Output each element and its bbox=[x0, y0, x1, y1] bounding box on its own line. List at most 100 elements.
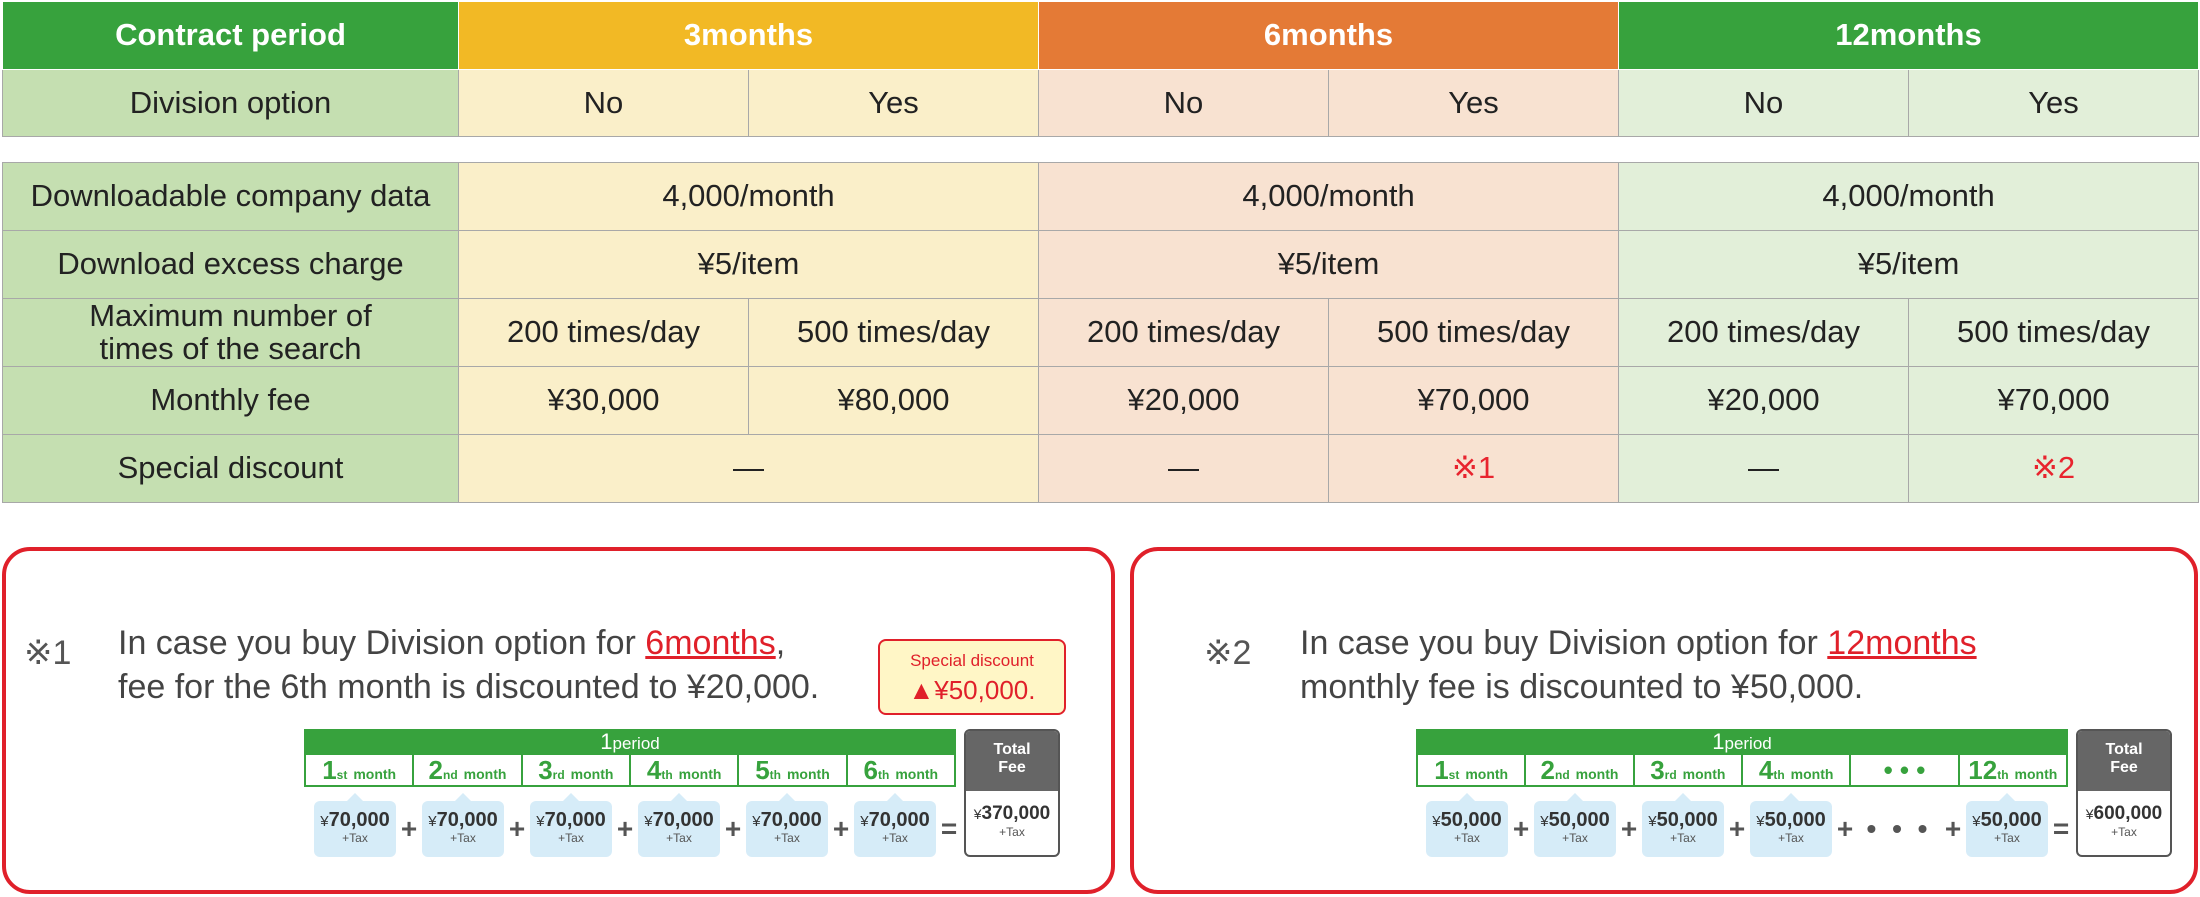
fee-amount: ¥50,000 bbox=[1966, 809, 2048, 832]
equals-sign: = bbox=[940, 813, 958, 844]
yen-sign: ¥ bbox=[644, 813, 653, 830]
plan-details-table: Downloadable company data 4,000/month 4,… bbox=[2, 162, 2200, 503]
row-label: Maximum number of times of the search bbox=[2, 297, 459, 367]
table-cell: ¥5/item bbox=[457, 230, 1040, 299]
total-fee-amount: ¥370,000 bbox=[966, 803, 1058, 825]
yen-sign: ¥ bbox=[428, 813, 437, 830]
tax-label: +Tax bbox=[450, 831, 476, 845]
month-suffix: st bbox=[1448, 768, 1460, 782]
monthly-fee-box: ¥50,000 +Tax bbox=[1966, 793, 2048, 857]
total-fee-box: Total Fee ¥600,000 +Tax bbox=[2076, 729, 2172, 857]
month-number: 2 bbox=[1540, 755, 1555, 785]
table-cell: ¥70,000 bbox=[1328, 366, 1620, 435]
monthly-fee-box: ¥70,000 +Tax bbox=[422, 793, 504, 857]
tax-label: +Tax bbox=[1670, 831, 1696, 845]
total-fee-label: Total Fee bbox=[966, 731, 1058, 791]
plus-sign: + bbox=[1620, 813, 1638, 844]
monthly-fee-box: ¥70,000 +Tax bbox=[638, 793, 720, 857]
month-suffix: rd bbox=[1664, 768, 1677, 782]
row-label-line: Maximum number of bbox=[89, 297, 372, 333]
row-label: Special discount bbox=[2, 434, 459, 503]
badge-title: Special discount bbox=[910, 651, 1034, 670]
month-suffix: th bbox=[769, 768, 781, 782]
monthly-fee-box: ¥70,000 +Tax bbox=[314, 793, 396, 857]
table-row: Special discount — — ※1 — ※2 bbox=[2, 434, 2200, 503]
note-text: In case you buy Division option for 12mo… bbox=[1300, 621, 1977, 709]
table-cell: ¥5/item bbox=[1618, 230, 2200, 299]
plus-sign: + bbox=[1512, 813, 1530, 844]
month-word: month bbox=[570, 766, 614, 782]
yen-sign: ¥ bbox=[1972, 813, 1981, 830]
month-word: month bbox=[353, 766, 397, 782]
monthly-fee-box: ¥50,000 +Tax bbox=[1534, 793, 1616, 857]
note-text-part: , bbox=[775, 624, 786, 662]
month-number: 12 bbox=[1968, 755, 1998, 785]
period-number: 1 bbox=[600, 729, 613, 754]
month-word: month bbox=[1575, 766, 1619, 782]
table-cell: — bbox=[1038, 434, 1330, 503]
table-cell: 200 times/day bbox=[1618, 298, 1910, 367]
tax-label: +Tax bbox=[1562, 831, 1588, 845]
month-word: month bbox=[1682, 766, 1726, 782]
note-highlight: 12months bbox=[1827, 624, 1977, 662]
month-suffix: th bbox=[877, 768, 890, 782]
fee-value: 70,000 bbox=[868, 809, 930, 831]
table-cell: ¥80,000 bbox=[747, 366, 1040, 435]
fee-value: 70,000 bbox=[328, 809, 390, 831]
table-cell: ¥20,000 bbox=[1038, 366, 1330, 435]
month-suffix: nd bbox=[1555, 768, 1570, 782]
table-cell: 4,000/month bbox=[1618, 162, 2200, 231]
tax-label: +Tax bbox=[1454, 831, 1480, 845]
row-label: Downloadable company data bbox=[2, 162, 459, 231]
month-number: 2 bbox=[428, 755, 443, 785]
month-number: 1 bbox=[1434, 755, 1449, 785]
fee-values-row: ¥70,000 +Tax + ¥70,000 +Tax + ¥70,000 +Tax + ¥70,… bbox=[314, 793, 962, 859]
fee-amount: ¥70,000 bbox=[422, 809, 504, 832]
note-line: fee for the 6th month is discounted to ¥… bbox=[118, 668, 820, 706]
tax-label: +Tax bbox=[558, 831, 584, 845]
month-number: 5 bbox=[755, 755, 770, 785]
month-suffix: rd bbox=[552, 768, 565, 782]
monthly-fee-box: ¥50,000 +Tax bbox=[1642, 793, 1724, 857]
note-6months-box: ※1 In case you buy Division option for 6… bbox=[2, 547, 1115, 894]
fee-amount: ¥50,000 bbox=[1750, 809, 1832, 832]
table-cell: 500 times/day bbox=[1328, 298, 1620, 367]
month-word: month bbox=[2014, 766, 2058, 782]
note-line: monthly fee is discounted to ¥50,000. bbox=[1300, 668, 1864, 706]
month-word: month bbox=[1790, 766, 1834, 782]
monthly-fee-box: ¥70,000 +Tax bbox=[854, 793, 936, 857]
yen-sign: ¥ bbox=[2085, 806, 2094, 822]
discount-note-ref: ※2 bbox=[1908, 434, 2200, 503]
monthly-fee-box: ¥70,000 +Tax bbox=[746, 793, 828, 857]
division-option-cell: No bbox=[458, 69, 749, 137]
period-word: period bbox=[612, 734, 660, 753]
tax-label: +Tax bbox=[999, 825, 1025, 839]
plus-sign: + bbox=[724, 813, 742, 844]
fee-amount: ¥50,000 bbox=[1642, 809, 1724, 832]
fee-value: 70,000 bbox=[760, 809, 822, 831]
month-suffix: th bbox=[1773, 768, 1785, 782]
table-cell: ¥30,000 bbox=[458, 366, 749, 435]
plus-sign: + bbox=[400, 813, 418, 844]
plus-sign: + bbox=[1836, 813, 1854, 844]
yen-sign: ¥ bbox=[1432, 813, 1441, 830]
month-number: 4 bbox=[646, 755, 662, 785]
total-fee-box: Total Fee ¥370,000 +Tax bbox=[964, 729, 1060, 857]
yen-sign: ¥ bbox=[1648, 813, 1657, 830]
table-row: Monthly fee ¥30,000 ¥80,000 ¥20,000 ¥70,… bbox=[2, 366, 2200, 435]
month-suffix: th bbox=[661, 768, 673, 782]
month-word: month bbox=[786, 766, 830, 782]
plus-sign: + bbox=[1728, 813, 1746, 844]
month-suffix: th bbox=[1997, 768, 2009, 782]
plus-sign: + bbox=[508, 813, 526, 844]
tax-label: +Tax bbox=[666, 831, 692, 845]
tax-label: +Tax bbox=[774, 831, 800, 845]
yen-sign: ¥ bbox=[1540, 813, 1549, 830]
